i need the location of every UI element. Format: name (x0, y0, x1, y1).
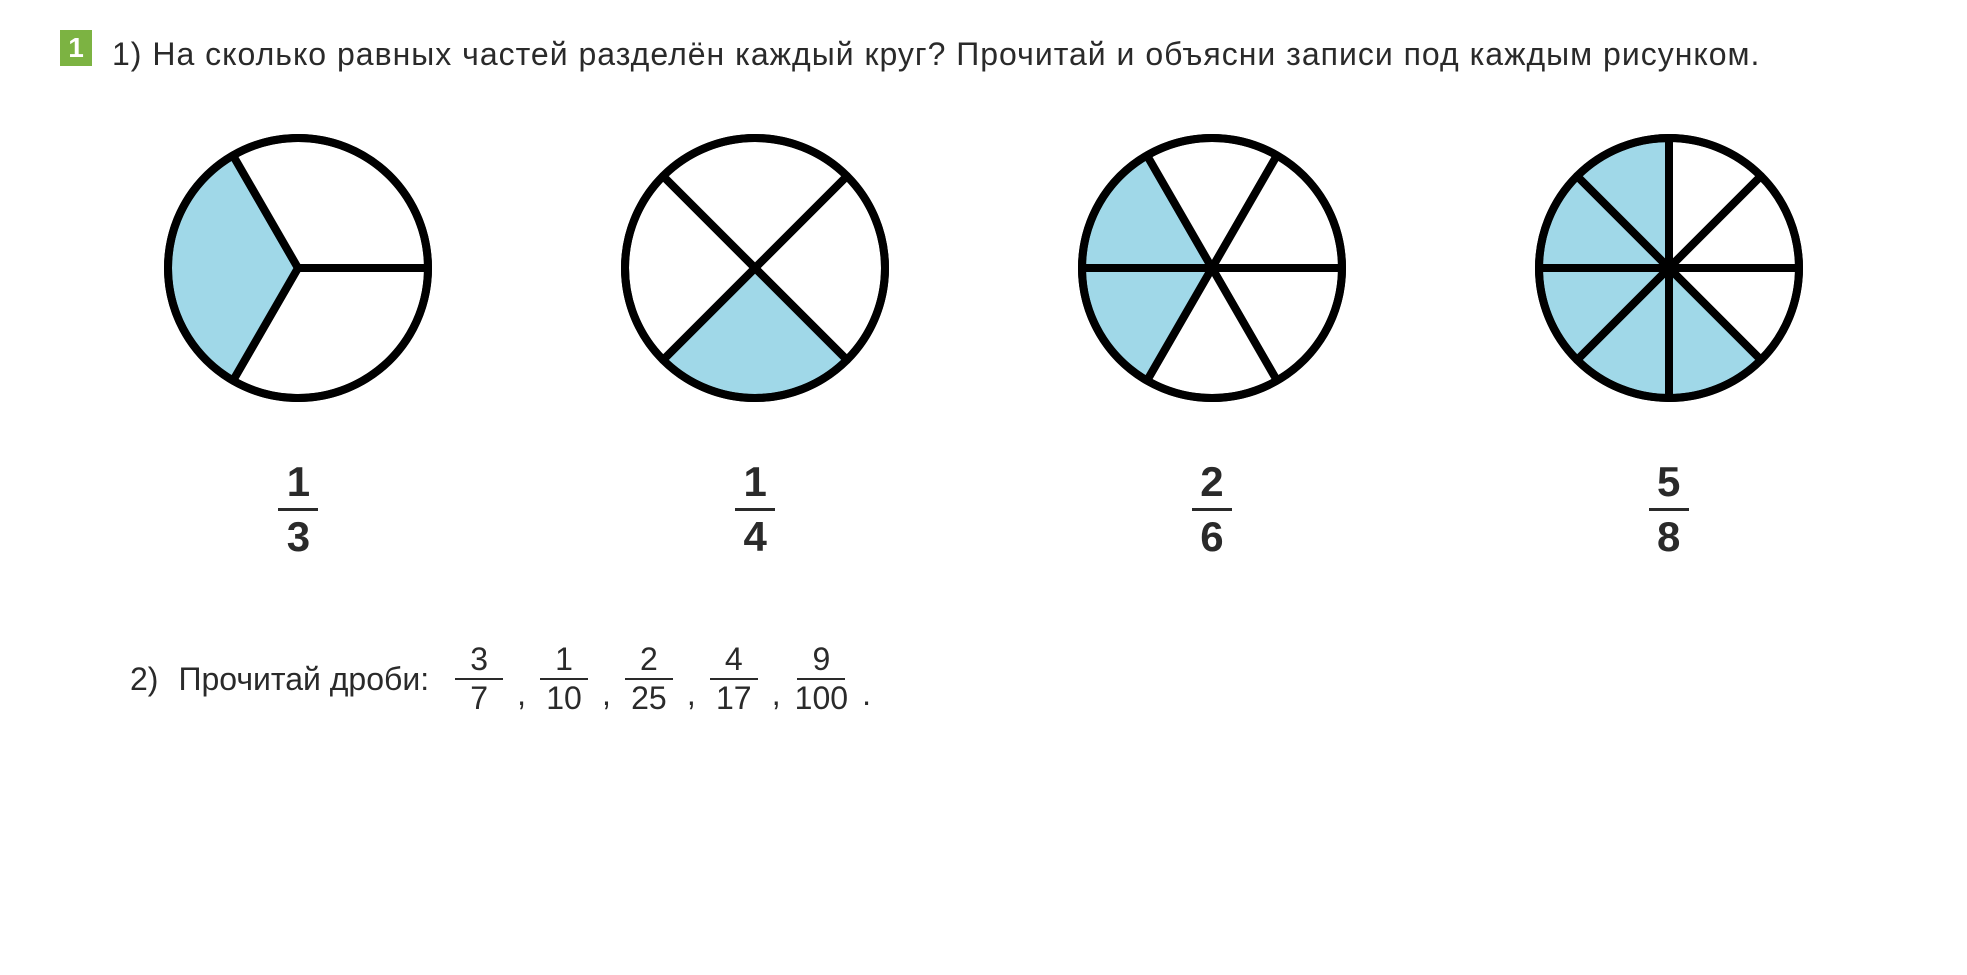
inline-fraction: 110 (540, 641, 588, 717)
inline-fraction-denominator: 25 (631, 680, 667, 717)
inline-fraction-numerator: 2 (640, 641, 658, 678)
inline-fraction: 225 (625, 641, 673, 717)
part2-label: 2) (130, 661, 158, 698)
fraction-circle (1529, 128, 1809, 408)
inline-fraction-denominator: 7 (470, 680, 488, 717)
part1-body: На сколько равных частей разделён каждый… (152, 36, 1760, 72)
separator-comma: , (517, 676, 526, 717)
fraction-circle (1072, 128, 1352, 408)
part2-row: 2) Прочитай дроби: 37,110,225,417,9100. (130, 641, 1907, 717)
inline-fraction: 417 (710, 641, 758, 717)
exercise-number-badge: 1 (60, 30, 92, 66)
circle-item: 13 (158, 128, 438, 561)
inline-fraction-numerator: 1 (555, 641, 573, 678)
inline-fraction-numerator: 4 (725, 641, 743, 678)
fractions-list: 37,110,225,417,9100. (449, 641, 879, 717)
separator-comma: , (602, 676, 611, 717)
fraction-label: 58 (1649, 458, 1689, 561)
circle-item: 26 (1072, 128, 1352, 561)
fraction-numerator: 1 (287, 458, 310, 508)
separator-period: . (862, 676, 871, 717)
circle-item: 14 (615, 128, 895, 561)
part1-label: 1) (112, 36, 142, 72)
fraction-circle (615, 128, 895, 408)
separator-comma: , (772, 676, 781, 717)
fraction-denominator: 4 (743, 511, 766, 561)
fraction-label: 13 (278, 458, 318, 561)
part1-text: 1) На сколько равных частей разделён каж… (112, 30, 1760, 78)
inline-fraction-numerator: 9 (812, 641, 830, 678)
inline-fraction-denominator: 17 (716, 680, 752, 717)
inline-fraction-denominator: 10 (546, 680, 582, 717)
separator-comma: , (687, 676, 696, 717)
fraction-denominator: 3 (287, 511, 310, 561)
fraction-numerator: 5 (1657, 458, 1680, 508)
part2-text: Прочитай дроби: (178, 661, 429, 698)
fraction-denominator: 8 (1657, 511, 1680, 561)
inline-fraction: 37 (455, 641, 503, 717)
inline-fraction-denominator: 100 (795, 680, 848, 717)
inline-fraction: 9100 (795, 641, 848, 717)
inline-fraction-numerator: 3 (470, 641, 488, 678)
fraction-label: 26 (1192, 458, 1232, 561)
exercise-header: 1 1) На сколько равных частей разделён к… (60, 30, 1907, 78)
fraction-numerator: 2 (1200, 458, 1223, 508)
fraction-denominator: 6 (1200, 511, 1223, 561)
fraction-label: 14 (735, 458, 775, 561)
circles-row: 13142658 (100, 128, 1867, 561)
fraction-circle (158, 128, 438, 408)
fraction-numerator: 1 (743, 458, 766, 508)
circle-item: 58 (1529, 128, 1809, 561)
